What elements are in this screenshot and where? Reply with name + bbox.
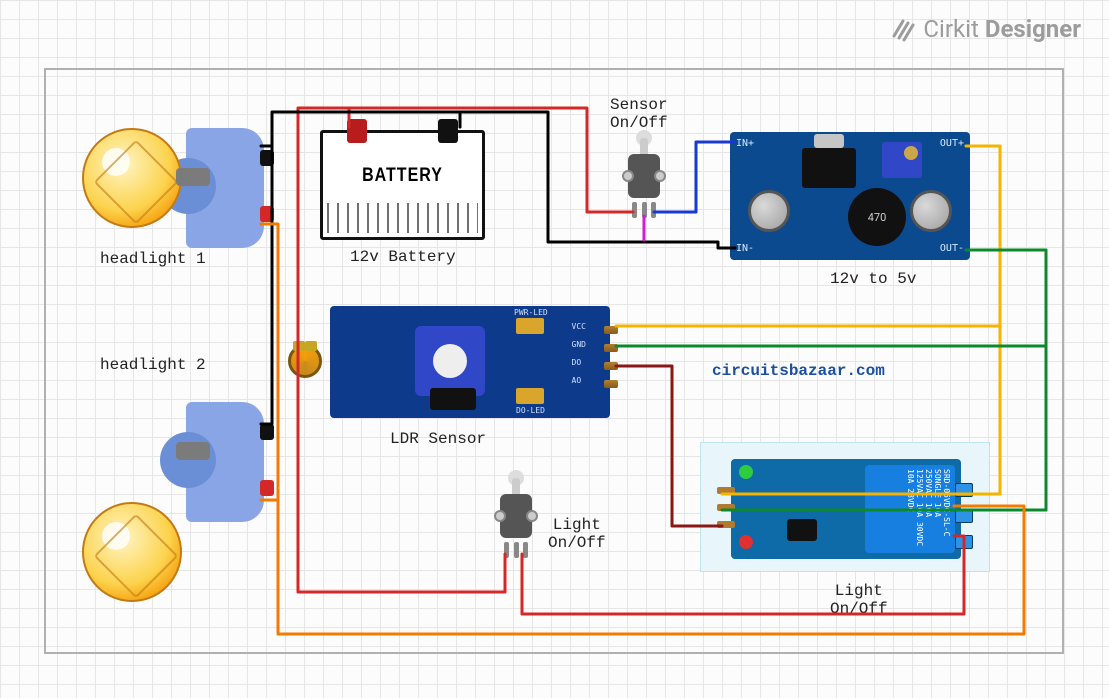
buck-converter-12v-5v: 470 IN+ IN- OUT+ OUT- (730, 132, 970, 260)
battery-terminal-positive (347, 119, 367, 143)
headlight-1-bulb (82, 128, 182, 228)
ldr-pin-gnd: GND (572, 340, 586, 349)
ldr-pin-do: DO (572, 358, 586, 367)
headlight-2-bulb (82, 502, 182, 602)
relay-optocoupler (787, 519, 817, 541)
label-buck: 12v to 5v (830, 270, 916, 288)
headlight-1-socket (186, 128, 264, 248)
relay-screw-terminals (955, 483, 973, 549)
relay-led-green (739, 465, 753, 479)
label-light-switch: Light On/Off (548, 516, 606, 552)
logo-text-1: Cirkit (923, 15, 978, 43)
relay-module-5v: SRD-05VDC-SL-C SONGLE 10A 250VAC 10A 125… (700, 442, 990, 572)
relay-led-red (739, 535, 753, 549)
ldr-do-led (516, 388, 544, 404)
ldr-photoresistor (288, 344, 322, 378)
relay-board: SRD-05VDC-SL-C SONGLE 10A 250VAC 10A 125… (731, 459, 961, 559)
ldr-comparator-ic (430, 388, 476, 410)
label-headlight-1: headlight 1 (100, 250, 206, 268)
buck-label-in-plus: IN+ (736, 138, 754, 149)
toggle-sensor-onoff[interactable] (616, 148, 672, 218)
ldr-pin-vcc: VCC (572, 322, 586, 331)
buck-label-out-plus: OUT+ (940, 138, 964, 149)
ldr-pwr-led-label: PWR-LED (514, 308, 548, 317)
ldr-potentiometer[interactable] (415, 326, 485, 396)
buck-inductor: 470 (848, 188, 906, 246)
relay-header-pins (717, 487, 735, 528)
label-relay: Light On/Off (830, 582, 888, 618)
label-ldr: LDR Sensor (390, 430, 486, 448)
buck-cap-out (910, 190, 952, 232)
battery-12v: BATTERY (320, 130, 485, 240)
ldr-do-led-label: DO-LED (516, 406, 545, 415)
ldr-sensor-module: PWR-LED DO-LED VCC GND DO AO (330, 306, 610, 418)
app-logo: Cirkit Designer (891, 15, 1081, 43)
ldr-header-pins (604, 326, 618, 388)
toggle-light-onoff[interactable] (488, 488, 544, 558)
label-battery: 12v Battery (350, 248, 456, 266)
logo-icon (891, 16, 917, 42)
buck-label-in-minus: IN- (736, 243, 754, 254)
buck-label-out-minus: OUT- (940, 243, 964, 254)
ldr-pin-ao: AO (572, 376, 586, 385)
relay-cube: SRD-05VDC-SL-C SONGLE 10A 250VAC 10A 125… (865, 465, 955, 553)
logo-text-2: Designer (985, 15, 1081, 43)
buck-trimpot[interactable] (882, 142, 922, 178)
buck-regulator-ic (802, 148, 856, 188)
headlight-2-socket (186, 402, 264, 522)
ldr-pwr-led (516, 318, 544, 334)
headlight-1-neck (176, 168, 210, 186)
label-sensor-switch: Sensor On/Off (610, 96, 668, 132)
battery-body-text: BATTERY (323, 165, 482, 187)
headlight-2-neck (176, 442, 210, 460)
label-headlight-2: headlight 2 (100, 356, 206, 374)
battery-terminal-negative (438, 119, 458, 143)
watermark-text: circuitsbazaar.com (712, 362, 885, 380)
buck-cap-in (748, 190, 790, 232)
